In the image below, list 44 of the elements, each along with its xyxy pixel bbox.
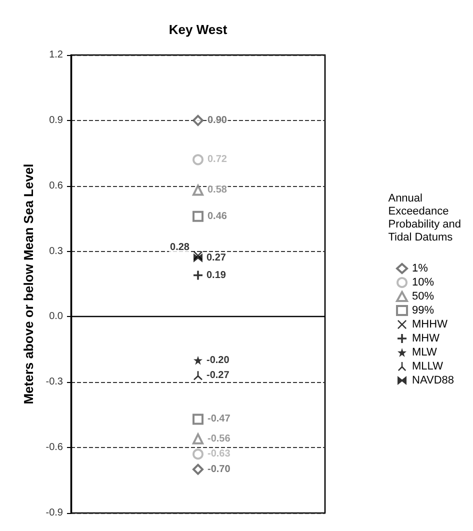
y-tick-label: 1.2 <box>49 50 64 60</box>
data-label: -0.70 <box>208 464 231 475</box>
legend-label: 1% <box>412 262 428 274</box>
legend-label: 50% <box>412 290 434 302</box>
y-tick-label: 0.3 <box>49 246 64 257</box>
data-label: 0.46 <box>208 210 228 222</box>
point <box>194 356 202 365</box>
point <box>192 448 204 460</box>
data-label: 0.58 <box>208 184 228 196</box>
data-label: 0.72 <box>208 154 228 166</box>
data-label: 0.28 <box>170 242 190 254</box>
legend-label: MLW <box>412 346 438 358</box>
point <box>192 433 204 444</box>
y-tick-label: 0.6 <box>49 180 64 192</box>
point <box>194 371 202 380</box>
legend-label: 10% <box>412 276 434 288</box>
data-label: 0.27 <box>206 252 226 264</box>
legend-label: NAVD88 <box>412 374 454 386</box>
point <box>192 184 204 196</box>
point <box>192 464 204 475</box>
legend-label: 99% <box>412 304 434 316</box>
y-tick-label: -0.3 <box>46 376 64 388</box>
y-tick-label: 0.0 <box>49 311 64 322</box>
point <box>192 154 204 166</box>
data-label: -0.27 <box>206 370 230 382</box>
y-axis-title: Meters above or below Mean Sea Level <box>20 164 36 404</box>
data-label: -0.20 <box>206 354 230 366</box>
legend-label: MHW <box>412 332 440 344</box>
point <box>192 210 204 222</box>
data-label: -0.56 <box>208 433 231 444</box>
legend-label: MHHW <box>412 318 448 330</box>
data-label: 0.90 <box>208 114 228 126</box>
data-label: 0.19 <box>206 270 226 281</box>
data-label: -0.47 <box>208 414 231 425</box>
point <box>192 414 204 425</box>
legend-title: Annual Exceedance Probability and Tidal Datums <box>388 192 462 244</box>
point <box>192 114 204 126</box>
chart-title: Key West <box>168 22 228 37</box>
y-tick-label: -0.6 <box>46 442 64 454</box>
legend-label: MLLW <box>412 360 444 372</box>
y-tick-label: 0.9 <box>49 114 64 126</box>
point <box>194 270 202 280</box>
y-tick-label: -0.9 <box>46 508 64 518</box>
data-label: -0.63 <box>208 448 231 460</box>
